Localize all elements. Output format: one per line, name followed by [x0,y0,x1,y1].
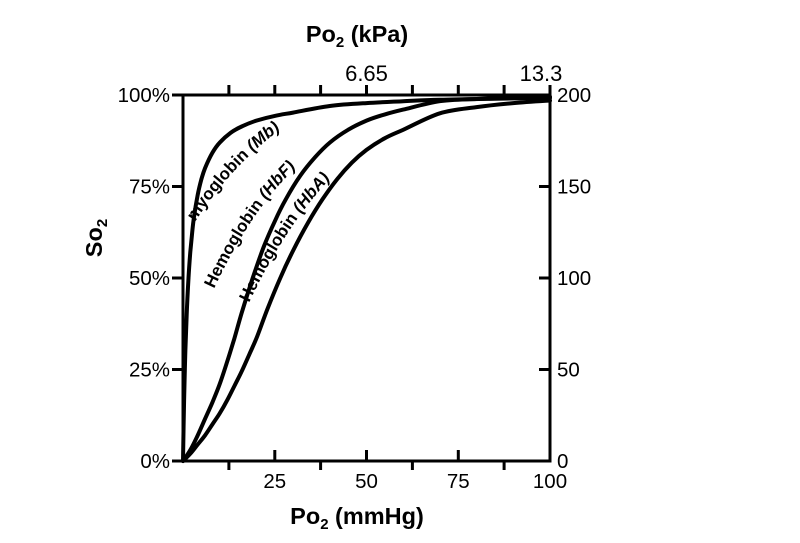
bottom-tick-label-50: 50 [355,470,378,493]
right-tick-label-200: 200 [557,84,591,107]
top-axis-title: Po2 (kPa) [306,21,408,51]
top-tick-label-6-65: 6.65 [345,61,388,86]
bottom-axis-title: Po2 (mmHg) [290,503,424,533]
right-tick-label-100: 100 [557,267,591,290]
left-tick-label-100: 100% [118,84,170,107]
left-tick-label-50: 50% [129,267,170,290]
curve-hemoglobin-hbf [181,94,552,463]
curve-label-hemoglobin-hba: Hemoglobin (HbA) [235,168,333,305]
bottom-tick-label-25: 25 [263,470,286,493]
right-tick-label-50: 50 [557,359,580,382]
right-tick-label-0: 0 [557,450,568,473]
curves [181,94,552,463]
tick-marks [172,85,552,470]
left-tick-label-75: 75% [129,176,170,199]
top-tick-label-13-3: 13.3 [520,61,563,86]
bottom-tick-label-75: 75 [447,470,470,493]
left-tick-label-0: 0% [140,450,170,473]
left-tick-label-25: 25% [129,359,170,382]
curve-myoglobin-mb [181,95,552,463]
right-tick-label-150: 150 [557,176,591,199]
curve-hemoglobin-hba [181,98,552,463]
left-axis-title: So2 [81,219,111,257]
bottom-tick-label-100: 100 [533,470,567,493]
